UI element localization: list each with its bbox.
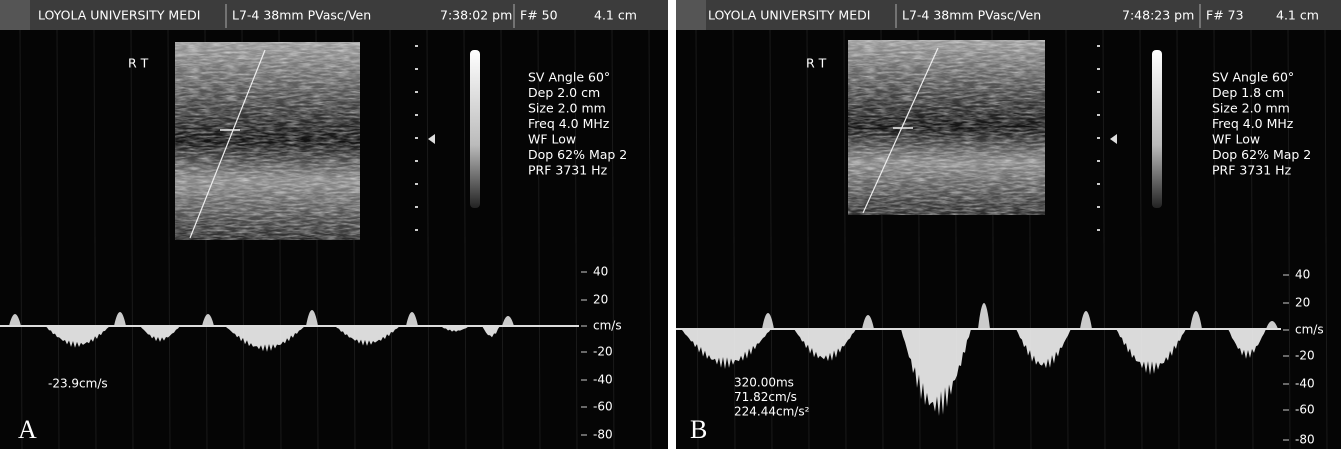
setting: Size 2.0 mm — [528, 101, 606, 116]
setting: Dop 62% Map 2 — [1212, 147, 1311, 162]
depth-marker — [415, 91, 418, 93]
header-depth: 4.1 cm — [594, 8, 637, 23]
depth-marker — [1097, 160, 1100, 162]
b-mode-speckle — [175, 42, 360, 240]
b-mode-speckle — [848, 40, 1045, 215]
scale-label: -60 — [1295, 403, 1315, 417]
setting: SV Angle 60° — [528, 70, 610, 85]
setting: SV Angle 60° — [1212, 70, 1294, 85]
depth-marker — [415, 206, 418, 208]
panel: LOYOLA UNIVERSITY MEDI L7-4 38mm PVasc/Ve… — [0, 0, 668, 449]
depth-marker — [1097, 229, 1100, 231]
depth-marker — [415, 160, 418, 162]
scale-label: 40 — [593, 265, 608, 279]
depth-marker — [1097, 68, 1100, 70]
scale-label: 20 — [1295, 296, 1310, 310]
panel-label: A — [18, 415, 37, 444]
measurement: -23.9cm/s — [48, 377, 108, 391]
header-logo — [0, 0, 30, 30]
header-frame: F# 73 — [1206, 8, 1244, 23]
ultrasound-figure: LOYOLA UNIVERSITY MEDI L7-4 38mm PVasc/Ve… — [0, 0, 1341, 449]
setting: Dop 62% Map 2 — [528, 147, 627, 162]
header-frame: F# 50 — [520, 8, 558, 23]
header-probe: L7-4 38mm PVasc/Ven — [902, 8, 1041, 23]
figure: LOYOLA UNIVERSITY MEDI L7-4 38mm PVasc/Ve… — [0, 0, 1341, 449]
scale-label: cm/s — [593, 319, 622, 333]
panel: LOYOLA UNIVERSITY MEDI L7-4 38mm PVasc/Ve… — [676, 0, 1341, 449]
depth-marker — [1097, 91, 1100, 93]
scale-label: -60 — [593, 400, 613, 414]
setting: Size 2.0 mm — [1212, 101, 1290, 116]
setting: WF Low — [1212, 132, 1260, 147]
panel-label: B — [690, 415, 707, 444]
depth-marker — [1097, 206, 1100, 208]
header-depth: 4.1 cm — [1276, 8, 1319, 23]
scale-label: -20 — [593, 345, 613, 359]
depth-marker — [415, 229, 418, 231]
measurement: 71.82cm/s — [734, 390, 797, 404]
header-institution: LOYOLA UNIVERSITY MEDI — [708, 8, 870, 23]
depth-marker — [415, 183, 418, 185]
depth-marker — [1097, 45, 1100, 47]
header-time: 7:38:02 pm — [440, 8, 512, 23]
setting: Freq 4.0 MHz — [1212, 116, 1294, 131]
depth-marker — [1097, 137, 1100, 139]
depth-marker — [415, 114, 418, 116]
scale-label: -40 — [1295, 377, 1315, 391]
setting: Freq 4.0 MHz — [528, 116, 610, 131]
scale-label: -20 — [1295, 349, 1315, 363]
header-probe: L7-4 38mm PVasc/Ven — [232, 8, 371, 23]
gray-scale-bar — [470, 50, 480, 208]
setting: PRF 3731 Hz — [1212, 163, 1292, 178]
scale-label: -80 — [1295, 433, 1315, 447]
scale-label: -40 — [593, 373, 613, 387]
setting: WF Low — [528, 132, 576, 147]
header-institution: LOYOLA UNIVERSITY MEDI — [38, 8, 200, 23]
gray-scale-bar — [1152, 50, 1162, 208]
depth-marker — [415, 137, 418, 139]
measurement: 320.00ms — [734, 376, 794, 390]
depth-marker — [415, 45, 418, 47]
scale-label: cm/s — [1295, 323, 1324, 337]
depth-marker — [1097, 183, 1100, 185]
side-label: R T — [806, 56, 827, 71]
setting: PRF 3731 Hz — [528, 163, 608, 178]
scale-label: 20 — [593, 293, 608, 307]
setting: Dep 2.0 cm — [528, 85, 600, 100]
header-logo — [676, 0, 706, 30]
scale-label: 40 — [1295, 268, 1310, 282]
measurement: 224.44cm/s² — [734, 405, 810, 419]
depth-marker — [1097, 114, 1100, 116]
depth-marker — [415, 68, 418, 70]
header-time: 7:48:23 pm — [1122, 8, 1194, 23]
scale-label: -80 — [593, 428, 613, 442]
setting: Dep 1.8 cm — [1212, 85, 1284, 100]
side-label: R T — [128, 56, 149, 71]
